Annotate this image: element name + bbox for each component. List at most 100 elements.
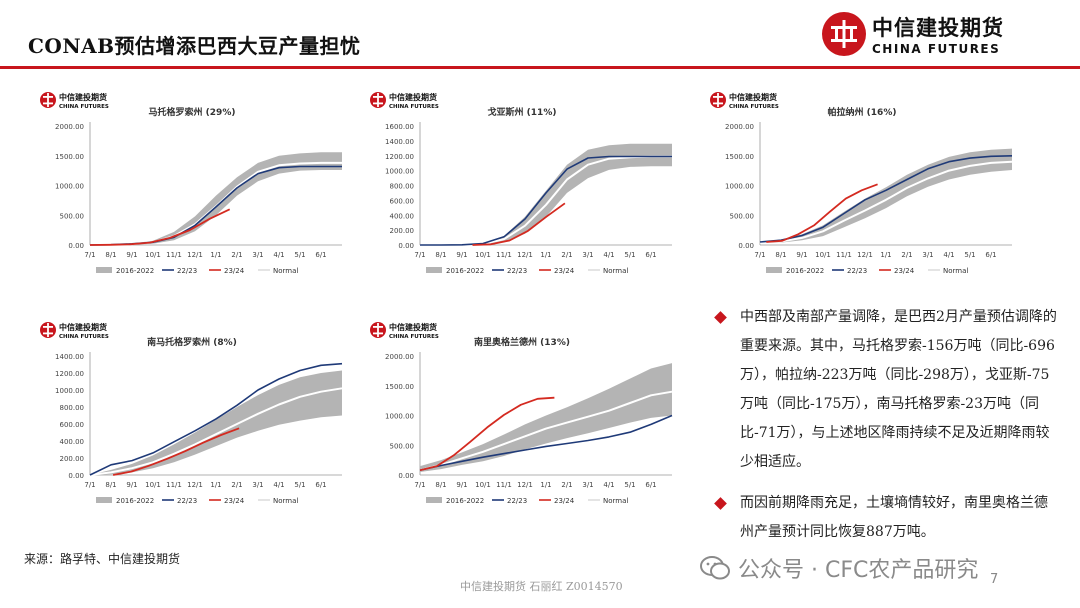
series-2324-line xyxy=(419,396,555,472)
y-tick-label: 0.00 xyxy=(68,242,84,250)
series-2223-line xyxy=(419,414,673,471)
chart-logo-cn: 中信建投期货 xyxy=(729,92,777,102)
range-band-2016-2022 xyxy=(760,148,1012,244)
legend-label: 2016-2022 xyxy=(446,267,484,275)
x-tick-label: 1/1 xyxy=(210,251,221,259)
wechat-icon xyxy=(700,556,730,580)
legend-label: 2016-2022 xyxy=(786,267,824,275)
x-tick-label: 10/1 xyxy=(475,251,491,259)
page-title: CONAB预估增添巴西大豆产量担忧 xyxy=(28,34,361,58)
x-tick-label: 1/1 xyxy=(540,251,551,259)
y-tick-label: 0.00 xyxy=(738,242,754,250)
x-tick-label: 2/1 xyxy=(561,481,572,489)
x-tick-label: 8/1 xyxy=(435,251,446,259)
chart-title: 帕拉纳州 (16%) xyxy=(828,106,897,118)
legend-label: Normal xyxy=(273,497,298,505)
x-tick-label: 5/1 xyxy=(294,251,305,259)
x-tick-label: 2/1 xyxy=(231,251,242,259)
x-tick-label: 7/1 xyxy=(84,481,95,489)
legend-label: 23/24 xyxy=(224,267,245,275)
y-tick-label: 400.00 xyxy=(390,212,415,220)
y-tick-label: 600.00 xyxy=(390,197,415,205)
x-tick-label: 12/1 xyxy=(187,251,203,259)
range-band-2016-2022 xyxy=(420,143,672,245)
x-tick-label: 2/1 xyxy=(231,481,242,489)
y-tick-label: 1000.00 xyxy=(725,183,754,191)
y-tick-label: 2000.00 xyxy=(725,123,754,131)
chart-logo-cn: 中信建投期货 xyxy=(59,92,107,102)
series-normal-line xyxy=(89,387,343,476)
legend-swatch-band xyxy=(426,497,442,503)
x-tick-label: 7/1 xyxy=(754,251,765,259)
brand-name-en: CHINA FUTURES xyxy=(872,42,1001,56)
x-tick-label: 4/1 xyxy=(603,481,614,489)
chart-mato-grosso: 中信建投期货 CHINA FUTURES 马托格罗索州 (29%) 2000.00 15… xyxy=(34,88,350,286)
x-tick-label: 12/1 xyxy=(517,481,533,489)
diamond-bullet-icon xyxy=(714,497,727,510)
chart-title: 南里奥格兰德州 (13%) xyxy=(474,336,570,348)
chart-goias: 中信建投期货 CHINA FUTURES 戈亚斯州 (11%) 1600.00 1400… xyxy=(364,88,680,286)
x-tick-label: 4/1 xyxy=(943,251,954,259)
chart-svg: 中信建投期货 CHINA FUTURES 马托格罗索州 (29%) 2000.00 15… xyxy=(40,92,342,275)
legend-label: 2016-2022 xyxy=(116,267,154,275)
x-tick-label: 3/1 xyxy=(252,251,263,259)
diamond-bullet-icon xyxy=(714,311,727,324)
legend-swatch-band xyxy=(426,267,442,273)
x-tick-label: 6/1 xyxy=(315,481,326,489)
bullet-text: 中西部及南部产量调降，是巴西2月产量预估调降的重要来源。其中，马托格罗索-156… xyxy=(740,309,1057,470)
x-tick-label: 2/1 xyxy=(901,251,912,259)
legend-label: Normal xyxy=(273,267,298,275)
legend-label: 22/23 xyxy=(847,267,867,275)
brand-name-cn: 中信建投期货 xyxy=(872,16,1004,40)
y-tick-label: 0.00 xyxy=(398,472,414,480)
legend-label: 23/24 xyxy=(554,497,575,505)
x-tick-label: 4/1 xyxy=(273,481,284,489)
chart-logo-en: CHINA FUTURES xyxy=(59,334,109,340)
series-2324-line xyxy=(89,208,231,246)
chart-logo-en: CHINA FUTURES xyxy=(59,104,109,110)
legend-label: Normal xyxy=(603,497,628,505)
x-tick-label: 4/1 xyxy=(603,251,614,259)
x-tick-label: 3/1 xyxy=(252,481,263,489)
y-tick-label: 200.00 xyxy=(60,455,85,463)
x-tick-label: 5/1 xyxy=(964,251,975,259)
x-tick-label: 6/1 xyxy=(645,251,656,259)
x-tick-label: 6/1 xyxy=(645,481,656,489)
range-band-2016-2022 xyxy=(90,152,342,245)
y-tick-label: 1000.00 xyxy=(385,413,414,421)
x-tick-label: 11/1 xyxy=(166,251,182,259)
chart-parana: 中信建投期货 CHINA FUTURES 帕拉纳州 (16%) 2000.00 1500… xyxy=(704,88,1020,286)
y-tick-label: 1500.00 xyxy=(55,153,84,161)
x-tick-label: 4/1 xyxy=(273,251,284,259)
x-tick-label: 1/1 xyxy=(880,251,891,259)
legend-label: Normal xyxy=(943,267,968,275)
x-tick-label: 5/1 xyxy=(294,481,305,489)
x-tick-label: 11/1 xyxy=(836,251,852,259)
chart-logo-en: CHINA FUTURES xyxy=(729,104,779,110)
chart-svg: 中信建投期货 CHINA FUTURES 帕拉纳州 (16%) 2000.00 1500… xyxy=(710,92,1013,275)
x-tick-label: 9/1 xyxy=(126,481,137,489)
series-2324-line xyxy=(112,427,240,476)
chart-svg: 中信建投期货 CHINA FUTURES 戈亚斯州 (11%) 1600.00 1400… xyxy=(370,92,672,275)
x-tick-label: 3/1 xyxy=(922,251,933,259)
x-tick-label: 12/1 xyxy=(517,251,533,259)
y-tick-label: 600.00 xyxy=(60,421,85,429)
x-tick-label: 9/1 xyxy=(456,481,467,489)
series-2324-line xyxy=(766,183,878,243)
watermark-text: 公众号 · CFC农产品研究 xyxy=(738,558,979,583)
header-rule xyxy=(0,66,1080,69)
chart-mato-grosso-do-sul: 中信建投期货 CHINA FUTURES 南马托格罗索州 (8%) 1400.00 12… xyxy=(34,318,350,516)
x-tick-label: 12/1 xyxy=(857,251,873,259)
x-tick-label: 1/1 xyxy=(540,481,551,489)
legend-label: 2016-2022 xyxy=(446,497,484,505)
footer-credit: 中信建投期货 石丽红 Z0014570 xyxy=(460,580,623,593)
x-tick-label: 10/1 xyxy=(145,481,161,489)
chart-title: 马托格罗索州 (29%) xyxy=(149,106,236,118)
chart-svg: 中信建投期货 CHINA FUTURES 南里奥格兰德州 (13%) 2000.00 1… xyxy=(370,322,673,505)
legend-label: 2016-2022 xyxy=(116,497,154,505)
series-normal-line xyxy=(759,160,1013,244)
x-tick-label: 7/1 xyxy=(414,251,425,259)
series-2223-line xyxy=(759,155,1013,243)
chart-title: 南马托格罗索州 (8%) xyxy=(147,336,237,348)
page-number: 7 xyxy=(990,572,999,587)
